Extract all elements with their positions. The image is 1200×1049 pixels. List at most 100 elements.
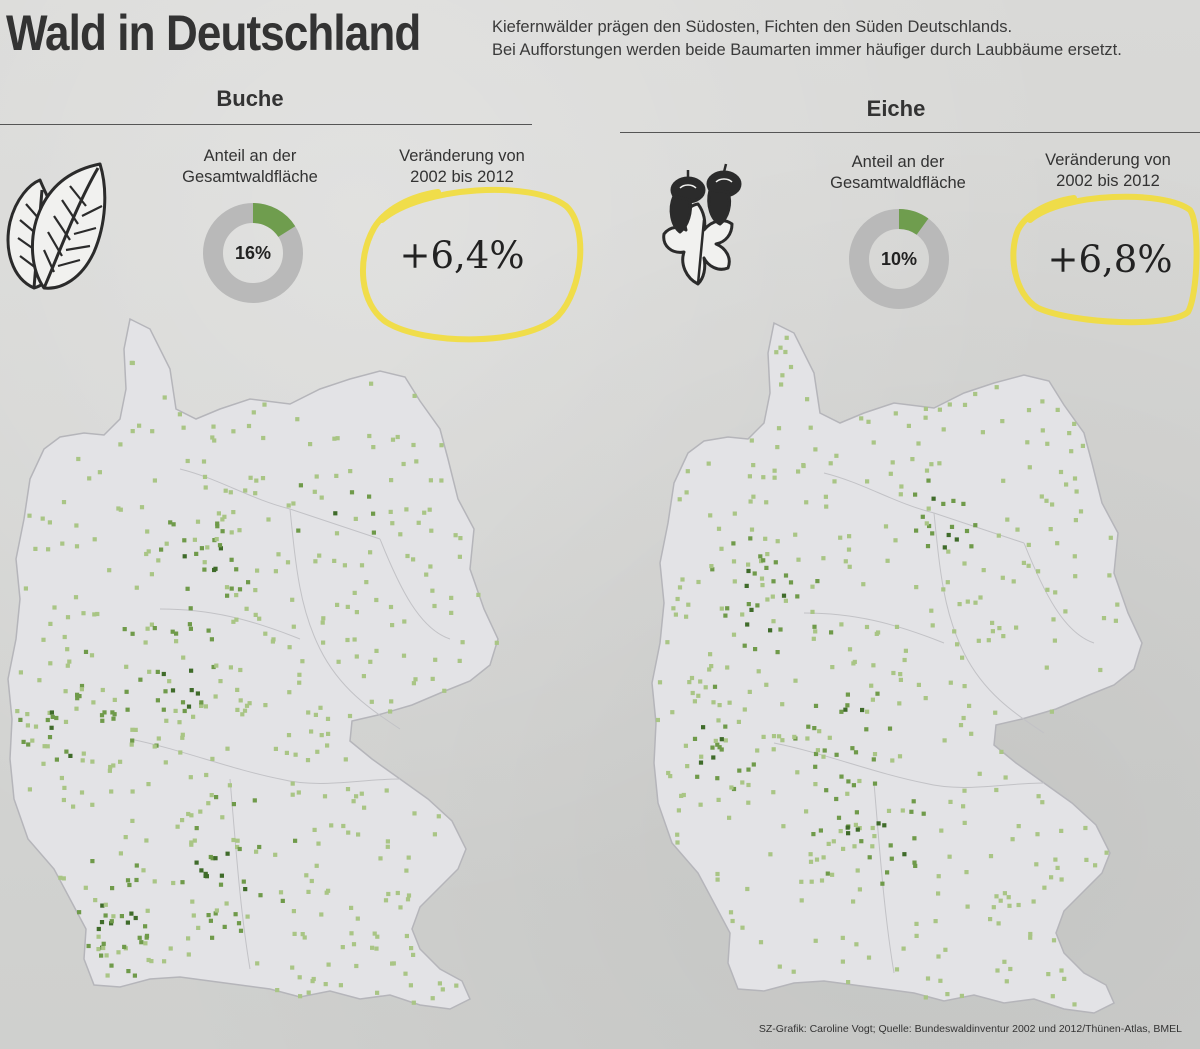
forest-plot-dot [871, 757, 876, 762]
forest-plot-dot [893, 411, 898, 416]
forest-plot-dot [1064, 482, 1069, 487]
forest-plot-dot [996, 533, 1001, 538]
forest-plot-dot [947, 854, 952, 859]
forest-plot-dot [1016, 902, 1021, 908]
forest-plot-dot [372, 931, 377, 936]
forest-plot-dot [852, 844, 857, 849]
forest-plot-dot [58, 875, 63, 880]
share-label-eiche: Anteil an der Gesamtwaldfläche [798, 152, 998, 194]
forest-plot-dot [853, 822, 858, 827]
forest-plot-dot [673, 612, 678, 617]
forest-plot-dot [861, 582, 866, 587]
forest-plot-dot [116, 506, 121, 511]
forest-plot-dot [731, 559, 737, 564]
forest-plot-dot [129, 742, 134, 747]
forest-plot-dot [761, 558, 766, 563]
forest-plot-dot [1050, 502, 1055, 507]
forest-plot-dot [62, 785, 67, 790]
forest-plot-dot [836, 815, 842, 820]
forest-plot-dot [122, 944, 127, 949]
forest-plot-dot [182, 708, 187, 714]
forest-plot-dot [63, 719, 69, 724]
forest-plot-dot [775, 539, 780, 544]
forest-plot-dot [839, 709, 844, 714]
forest-plot-dot [223, 488, 228, 493]
forest-plot-dot [1078, 509, 1084, 514]
forest-plot-dot [234, 593, 239, 598]
forest-plot-dot [746, 782, 751, 788]
forest-plot-dot [685, 764, 690, 769]
forest-plot-dot [202, 560, 207, 565]
forest-plot-dot [817, 729, 822, 734]
forest-plot-dot [306, 710, 311, 715]
forest-plot-dot [231, 837, 236, 843]
forest-plot-dot [266, 517, 271, 522]
forest-plot-dot [1115, 602, 1120, 607]
forest-plot-dot [1098, 667, 1103, 673]
forest-plot-dot [677, 585, 683, 590]
forest-plot-dot [52, 605, 57, 610]
forest-plot-dot [779, 382, 784, 387]
forest-plot-dot [129, 360, 134, 365]
forest-plot-dot [813, 782, 818, 787]
forest-plot-dot [783, 598, 788, 603]
forest-plot-dot [990, 620, 995, 625]
change-label-buche: Veränderung von 2002 bis 2012 [362, 146, 562, 188]
beech-leaf-icon [6, 162, 107, 290]
forest-plot-dot [1062, 976, 1067, 981]
forest-plot-dot [104, 953, 109, 958]
forest-plot-dot [398, 532, 403, 537]
forest-plot-dot [125, 878, 131, 883]
forest-plot-dot [933, 919, 938, 924]
forest-plot-dot [719, 546, 724, 551]
forest-plot-dot [957, 602, 962, 607]
forest-plot-dot [181, 655, 186, 660]
forest-plot-dot [80, 758, 85, 763]
forest-plot-dot [969, 731, 974, 736]
forest-plot-dot [716, 526, 722, 531]
forest-plot-dot [1072, 554, 1077, 559]
share-label-buche: Anteil an der Gesamtwaldfläche [150, 146, 350, 188]
forest-plot-dot [152, 626, 157, 631]
forest-plot-dot [894, 624, 900, 629]
forest-plot-dot [340, 945, 345, 950]
forest-plot-dot [79, 683, 85, 689]
forest-plot-dot [296, 528, 301, 533]
forest-plot-dot [1069, 449, 1074, 454]
forest-plot-dot [164, 541, 169, 546]
forest-plot-dot [199, 868, 204, 873]
forest-plot-dot [853, 750, 859, 755]
forest-plot-dot [1104, 850, 1109, 855]
forest-plot-dot [781, 824, 786, 829]
forest-plot-dot [273, 852, 278, 857]
forest-plot-dot [900, 808, 905, 813]
forest-plot-dot [746, 602, 751, 607]
forest-plot-dot [192, 537, 197, 542]
forest-plot-dot [180, 880, 185, 885]
forest-plot-dot [775, 445, 780, 450]
forest-plot-dot [362, 805, 367, 810]
forest-plot-dot [964, 528, 970, 534]
forest-plot-dot [764, 565, 769, 570]
forest-plot-dot [951, 498, 956, 503]
forest-plot-dot [962, 820, 967, 825]
forest-plot-dot [871, 663, 876, 668]
forest-plot-dot [690, 690, 695, 696]
forest-plot-dot [229, 530, 234, 535]
forest-plot-dot [389, 478, 394, 483]
forest-plot-dot [929, 462, 934, 467]
forest-plot-dot [453, 533, 458, 538]
forest-plot-dot [926, 478, 931, 483]
forest-plot-dot [936, 954, 941, 959]
forest-plot-dot [47, 710, 52, 715]
change-label-line2: 2002 bis 2012 [1056, 172, 1160, 190]
forest-plot-dot [1049, 709, 1054, 714]
forest-plot-dot [740, 612, 745, 617]
forest-plot-dot [716, 797, 721, 802]
forest-plot-dot [765, 552, 770, 557]
forest-plot-dot [939, 828, 944, 833]
forest-plot-dot [927, 523, 932, 529]
forest-plot-dot [1083, 825, 1088, 831]
forest-plot-dot [218, 679, 223, 684]
forest-plot-dot [976, 638, 981, 643]
